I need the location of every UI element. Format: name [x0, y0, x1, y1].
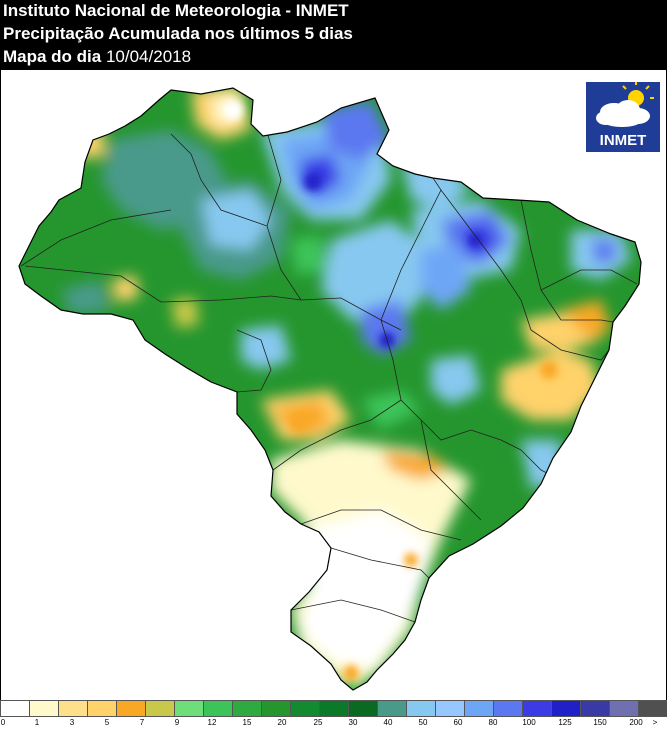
legend-swatch [493, 700, 523, 717]
legend-swatch [116, 700, 146, 717]
legend-tick-label: 0 [0, 718, 6, 727]
map-date: 10/04/2018 [105, 47, 192, 66]
map-subtitle: Precipitação Acumulada nos últimos 5 dia… [3, 24, 353, 43]
legend-tick-label: 7 [139, 718, 145, 727]
map-header: Instituto Nacional de Meteorologia - INM… [0, 0, 667, 70]
legend-swatch [29, 700, 59, 717]
state-borders [20, 131, 638, 623]
legend-swatch [261, 700, 291, 717]
legend-swatch [203, 700, 233, 717]
legend-swatch [145, 700, 175, 717]
inmet-logo: INMET [586, 82, 660, 152]
legend-tick-label: 1 [34, 718, 40, 727]
legend-tick-label: 50 [418, 718, 428, 727]
legend-tick-labels: 0 1 3 5 7 9 12 15 20 25 30 40 50 60 80 100 125 150 200 > [0, 718, 667, 730]
map-area [0, 70, 667, 700]
legend-tick-label: 30 [348, 718, 358, 727]
legend-swatch [464, 700, 494, 717]
legend-swatch [406, 700, 436, 717]
legend-swatch [609, 700, 639, 717]
legend-tick-label: 150 [593, 718, 607, 727]
legend-swatch [319, 700, 349, 717]
legend-swatch [638, 700, 667, 717]
legend-tick-label: 5 [104, 718, 110, 727]
legend-swatch [377, 700, 407, 717]
legend-tick-label: 40 [383, 718, 393, 727]
institute-title: Instituto Nacional de Meteorologia - INM… [3, 1, 349, 20]
legend-tick-label: 9 [174, 718, 180, 727]
map-date-label: Mapa do dia [3, 47, 102, 66]
legend-tick-label: 60 [453, 718, 463, 727]
legend-tick-label: 15 [242, 718, 252, 727]
legend-swatch [580, 700, 610, 717]
legend-swatch [0, 700, 30, 717]
legend-swatch [232, 700, 262, 717]
legend-swatch [58, 700, 88, 717]
legend-swatch [435, 700, 465, 717]
logo-text: INMET [600, 132, 647, 149]
legend-tick-label: 80 [488, 718, 498, 727]
precipitation-legend [0, 700, 667, 718]
legend-tick-label: 200 [629, 718, 643, 727]
legend-tick-label: 12 [207, 718, 217, 727]
legend-tick-label: 20 [277, 718, 287, 727]
legend-tick-label: 3 [69, 718, 75, 727]
legend-swatch [290, 700, 320, 717]
legend-swatch [551, 700, 581, 717]
legend-tick-label: 125 [558, 718, 572, 727]
brazil-precipitation-map [18, 87, 642, 691]
legend-tick-label: 100 [522, 718, 536, 727]
legend-tick-label: > [652, 718, 658, 727]
legend-swatch [522, 700, 552, 717]
legend-tick-label: 25 [313, 718, 323, 727]
cloud-sun-icon: INMET [586, 82, 660, 152]
precipitation-fields [19, 88, 641, 690]
map-date-line: Mapa do dia 10/04/2018 [3, 47, 191, 67]
legend-swatch [348, 700, 378, 717]
legend-swatch [174, 700, 204, 717]
legend-swatch [87, 700, 117, 717]
